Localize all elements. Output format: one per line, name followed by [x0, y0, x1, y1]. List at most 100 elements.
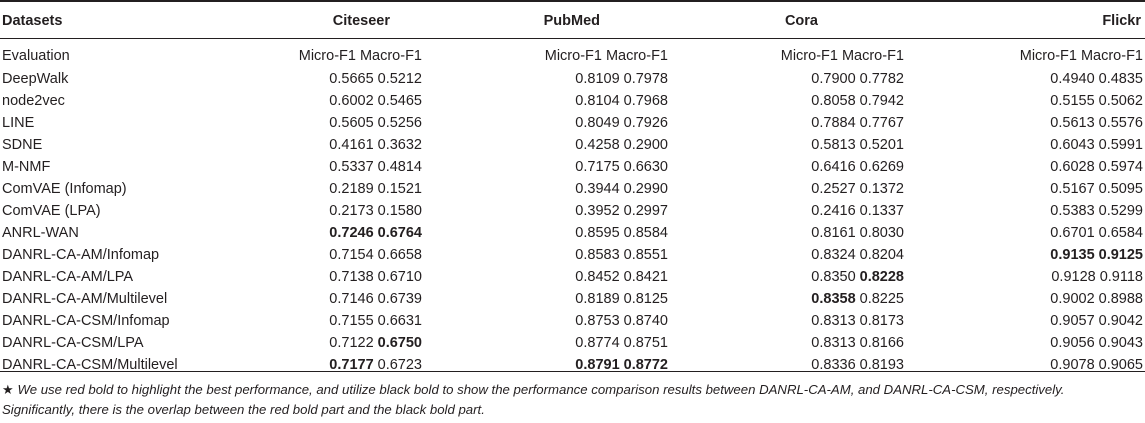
method-name: DANRL-CA-CSM/Infomap: [2, 313, 170, 329]
micro-f1-value: 0.3944: [575, 181, 620, 197]
micro-f1-value: 0.2527: [811, 181, 856, 197]
macro-f1-value: 0.8166: [859, 335, 904, 351]
micro-f1-value: 0.6002: [329, 93, 374, 109]
metric-pair: 0.5605 0.5256: [250, 112, 424, 134]
metric-label: Macro-F1: [841, 48, 904, 64]
method-name: DeepWalk: [2, 71, 69, 87]
macro-f1-value: 0.8584: [623, 225, 668, 241]
metric-pair: 0.8313 0.8166: [668, 332, 904, 354]
macro-f1-value: 0.5212: [377, 71, 422, 87]
metric-pair: 0.8452 0.8421: [424, 266, 668, 288]
micro-f1-value: 0.5337: [329, 159, 374, 175]
evaluation-row: Evaluation Micro-F1 Macro-F1 Micro-F1 Macr…: [0, 38, 1145, 68]
table-row: M-NMF 0.5337 0.4814 0.7175 0.6630 0.6416 0.626…: [0, 156, 1145, 178]
method-name: DANRL-CA-CSM/Multilevel: [2, 357, 178, 373]
macro-f1-value: 0.7767: [859, 115, 904, 131]
micro-f1-value: 0.9078: [1050, 357, 1095, 373]
micro-f1-value: 0.7900: [811, 71, 856, 87]
micro-f1-value: 0.8336: [811, 357, 856, 373]
metric-pair: 0.2189 0.1521: [250, 178, 424, 200]
table-row: DeepWalk 0.5665 0.5212 0.8109 0.7978 0.7900 0.…: [0, 68, 1145, 90]
macro-f1-value: 0.6764: [377, 225, 422, 241]
metric-pair: Micro-F1 Macro-F1: [250, 38, 424, 68]
table-row: DANRL-CA-CSM/LPA 0.7122 0.6750 0.8774 0.8751…: [0, 332, 1145, 354]
macro-f1-value: 0.5974: [1098, 159, 1143, 175]
metric-pair: 0.8189 0.8125: [424, 288, 668, 310]
method-name: DANRL-CA-CSM/LPA: [2, 335, 144, 351]
metric-pair: 0.6701 0.6584: [904, 222, 1145, 244]
micro-f1-value: 0.8452: [575, 269, 620, 285]
micro-f1-value: 0.7122: [329, 335, 374, 351]
macro-f1-value: 0.6584: [1098, 225, 1143, 241]
metric-pair: 0.8350 0.8228: [668, 266, 904, 288]
macro-f1-value: 0.8740: [623, 313, 668, 329]
metric-pair: 0.8774 0.8751: [424, 332, 668, 354]
micro-f1-value: 0.8774: [575, 335, 620, 351]
metric-pair: 0.9002 0.8988: [904, 288, 1145, 310]
header-rule: [0, 38, 1145, 39]
metric-label: Micro-F1: [780, 48, 838, 64]
micro-f1-value: 0.6043: [1050, 137, 1095, 153]
datasets-header: Datasets: [2, 13, 63, 29]
macro-f1-value: 0.9118: [1099, 269, 1143, 285]
method-name: ANRL-WAN: [2, 225, 79, 241]
metric-pair: 0.8358 0.8225: [668, 288, 904, 310]
macro-f1-value: 0.8751: [623, 335, 668, 351]
metric-pair: 0.9057 0.9042: [904, 310, 1145, 332]
table-row: ComVAE (Infomap) 0.2189 0.1521 0.3944 0.2990…: [0, 178, 1145, 200]
metric-pair: 0.7884 0.7767: [668, 112, 904, 134]
metric-pair: Micro-F1 Macro-F1: [424, 38, 668, 68]
macro-f1-value: 0.1580: [377, 203, 422, 219]
micro-f1-value: 0.8595: [575, 225, 620, 241]
metric-pair: 0.5613 0.5576: [904, 112, 1145, 134]
metric-pair: 0.8791 0.8772: [424, 354, 668, 376]
micro-f1-value: 0.8109: [575, 71, 620, 87]
metric-pair: 0.9056 0.9043: [904, 332, 1145, 354]
metric-pair: 0.8753 0.8740: [424, 310, 668, 332]
metric-pair: 0.7138 0.6710: [250, 266, 424, 288]
method-name: ComVAE (Infomap): [2, 181, 127, 197]
micro-f1-value: 0.2189: [329, 181, 374, 197]
micro-f1-value: 0.8189: [575, 291, 620, 307]
macro-f1-value: 0.1372: [859, 181, 904, 197]
method-name: DANRL-CA-AM/Infomap: [2, 247, 160, 263]
star-icon: ★: [2, 382, 14, 397]
micro-f1-value: 0.8058: [811, 93, 856, 109]
micro-f1-value: 0.4940: [1050, 71, 1095, 87]
macro-f1-value: 0.2990: [623, 181, 668, 197]
metric-label: Micro-F1: [544, 48, 602, 64]
metric-pair: 0.5155 0.5062: [904, 90, 1145, 112]
metric-pair: 0.8109 0.7978: [424, 68, 668, 90]
metric-pair: 0.5337 0.4814: [250, 156, 424, 178]
macro-f1-value: 0.5576: [1098, 115, 1143, 131]
micro-f1-value: 0.6416: [811, 159, 856, 175]
micro-f1-value: 0.8104: [575, 93, 620, 109]
micro-f1-value: 0.9128: [1051, 269, 1096, 285]
metric-pair: 0.3944 0.2990: [424, 178, 668, 200]
metric-pair: 0.7154 0.6658: [250, 244, 424, 266]
micro-f1-value: 0.2416: [811, 203, 856, 219]
micro-f1-value: 0.3952: [575, 203, 620, 219]
macro-f1-value: 0.2997: [623, 203, 668, 219]
macro-f1-value: 0.8421: [623, 269, 668, 285]
metric-pair: 0.5813 0.5201: [668, 134, 904, 156]
metric-pair: 0.5665 0.5212: [250, 68, 424, 90]
metric-pair: 0.6043 0.5991: [904, 134, 1145, 156]
metric-pair: 0.3952 0.2997: [424, 200, 668, 222]
macro-f1-value: 0.4835: [1098, 71, 1143, 87]
macro-f1-value: 0.8193: [859, 357, 904, 373]
macro-f1-value: 0.8228: [859, 269, 904, 285]
macro-f1-value: 0.5299: [1098, 203, 1143, 219]
macro-f1-value: 0.2900: [623, 137, 668, 153]
dataset-header-pubmed: PubMed: [543, 13, 600, 29]
method-name: DANRL-CA-AM/Multilevel: [2, 291, 168, 307]
micro-f1-value: 0.8049: [575, 115, 620, 131]
metric-label: Micro-F1: [298, 48, 356, 64]
macro-f1-value: 0.8125: [623, 291, 668, 307]
macro-f1-value: 0.1521: [377, 181, 422, 197]
table-row: node2vec 0.6002 0.5465 0.8104 0.7968 0.8058 0.…: [0, 90, 1145, 112]
macro-f1-value: 0.7978: [623, 71, 668, 87]
macro-f1-value: 0.6630: [623, 159, 668, 175]
metric-pair: 0.7246 0.6764: [250, 222, 424, 244]
metric-pair: 0.8161 0.8030: [668, 222, 904, 244]
